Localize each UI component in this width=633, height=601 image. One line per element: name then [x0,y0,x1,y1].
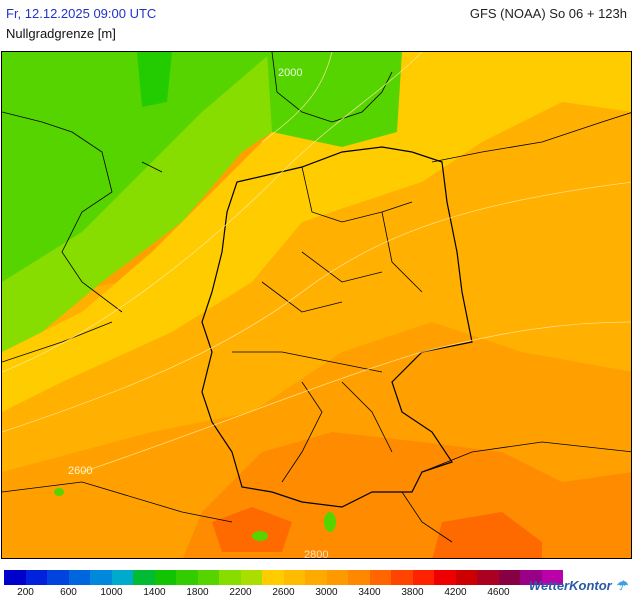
contour-label-2600: 2600 [68,465,92,477]
southern-borders [2,441,631,543]
region-red-orange [432,512,542,558]
region-alps-green-1 [252,531,268,541]
legend-swatch [197,570,219,585]
contour-label-2000: 2000 [278,67,302,79]
legend-swatch [47,570,69,585]
legend-swatch [477,570,499,585]
color-legend: 200 600 1000 1400 1800 2200 2600 3000 3400 3800 42… [4,570,563,601]
legend-swatch [176,570,198,585]
state-borders [232,166,423,483]
brand-logo: WetterKontor ☂ [529,578,627,594]
legend-color-bar [4,570,563,585]
legend-swatch [133,570,155,585]
legend-swatch [305,570,327,585]
legend-tick-label: 3400 [358,587,381,598]
legend-swatch [541,570,563,585]
legend-labels: 200 600 1000 1400 1800 2200 2600 3000 3400 3800 42… [4,587,524,601]
region-green-north [267,52,402,147]
parameter-title: Nullgradgrenze [m] [6,26,116,41]
freezing-level-map: 2000 2600 2800 [1,51,632,559]
legend-swatch [25,570,47,585]
legend-tick-label: 200 [17,587,34,598]
legend-swatch [111,570,133,585]
legend-swatch [262,570,284,585]
legend-swatch [434,570,456,585]
region-red-orange-alps [212,507,292,552]
model-run: GFS (NOAA) So 06 + 123h [469,6,627,21]
brand-name: WetterKontor [528,578,612,593]
region-orange-light [2,92,631,472]
legend-tick-label: 2200 [229,587,252,598]
legend-tick-label: 3000 [315,587,338,598]
brand-icon: ☂ [611,578,627,593]
legend-swatch [520,570,542,585]
legend-swatch [498,570,520,585]
legend-swatch [348,570,370,585]
legend-swatch [154,570,176,585]
legend-swatch [326,570,348,585]
region-green-dark [137,52,172,107]
legend-swatch [4,570,26,585]
legend-swatch [455,570,477,585]
legend-swatch [219,570,241,585]
contour-lines [2,52,631,473]
region-alps-green-2 [324,512,336,532]
legend-tick-label: 600 [60,587,77,598]
region-yellow [2,52,631,412]
legend-swatch [391,570,413,585]
legend-swatch [369,570,391,585]
contour-label-2800: 2800 [304,549,328,559]
legend-swatch [68,570,90,585]
legend-tick-label: 1000 [100,587,123,598]
legend-tick-label: 1400 [143,587,166,598]
germany-border [201,146,473,508]
region-west-green [54,488,64,496]
legend-swatch [240,570,262,585]
forecast-date: Fr, 12.12.2025 09:00 UTC [6,6,157,21]
coastline [2,111,631,363]
legend-swatch [90,570,112,585]
legend-tick-label: 4200 [444,587,467,598]
legend-swatch [283,570,305,585]
legend-swatch [412,570,434,585]
legend-tick-label: 2600 [272,587,295,598]
denmark-coast [271,52,393,123]
region-green-mid [2,52,272,282]
legend-tick-label: 3800 [401,587,424,598]
legend-tick-label: 1800 [186,587,209,598]
legend-tick-label: 4600 [487,587,510,598]
